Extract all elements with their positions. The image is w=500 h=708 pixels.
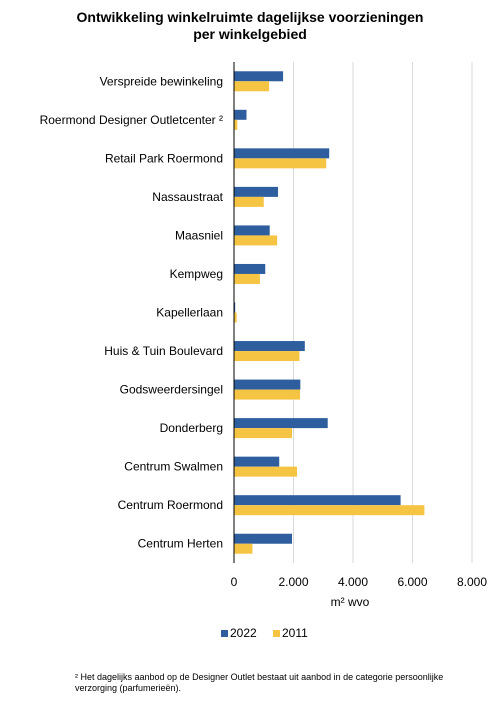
bar-2022 xyxy=(234,379,301,390)
category-label: Centrum Roermond xyxy=(118,498,223,512)
category-label: Maasniel xyxy=(175,228,223,242)
bar-2011 xyxy=(234,81,270,92)
bar-2022 xyxy=(234,533,293,544)
bar-2022 xyxy=(234,456,280,467)
bar-2022 xyxy=(234,186,279,197)
bar-2022 xyxy=(234,148,330,159)
legend-label-2022: 2022 xyxy=(230,626,257,640)
chart-title: Ontwikkeling winkelruimte dagelijkse voo… xyxy=(0,9,500,43)
category-label: Nassaustraat xyxy=(152,190,223,204)
bar-2022 xyxy=(234,225,270,236)
category-label: Roermond Designer Outletcenter ² xyxy=(40,113,223,127)
bar-2011 xyxy=(234,158,327,169)
category-label: Huis & Tuin Boulevard xyxy=(104,344,223,358)
chart-title-line-2: per winkelgebied xyxy=(193,26,307,42)
legend-label-2011: 2011 xyxy=(282,626,308,640)
category-label: Centrum Swalmen xyxy=(124,460,223,474)
category-label: Godsweerdersingel xyxy=(120,383,223,397)
bar-2022 xyxy=(234,302,236,313)
bar-2011 xyxy=(234,273,260,284)
bar-2022 xyxy=(234,495,401,506)
bar-2011 xyxy=(234,505,425,516)
category-label: Kapellerlaan xyxy=(156,306,223,320)
bar-2022 xyxy=(234,341,305,352)
bar-2022 xyxy=(234,71,284,82)
footnote: ² Het dagelijks aanbod op de Designer Ou… xyxy=(75,672,444,693)
x-tick-label: 6.000 xyxy=(397,575,427,589)
legend-swatch-2022 xyxy=(221,630,228,637)
x-tick-label: 4.000 xyxy=(338,575,368,589)
x-tick-label: 0 xyxy=(231,575,238,589)
x-axis-title: m² wvo xyxy=(331,595,370,609)
legend-swatch-2011 xyxy=(273,630,280,637)
bar-2011 xyxy=(234,196,264,207)
bar-2011 xyxy=(234,428,293,439)
category-label: Verspreide bewinkeling xyxy=(100,74,223,88)
bar-2011 xyxy=(234,235,278,246)
x-tick-label: 8.000 xyxy=(457,575,487,589)
chart-title-line-1: Ontwikkeling winkelruimte dagelijkse voo… xyxy=(76,9,424,25)
bar-2011 xyxy=(234,312,237,323)
bar-2022 xyxy=(234,109,247,120)
category-label: Centrum Herten xyxy=(138,537,223,551)
bar-2011 xyxy=(234,466,298,477)
bar-2011 xyxy=(234,543,253,554)
x-tick-label: 2.000 xyxy=(278,575,308,589)
bar-2011 xyxy=(234,119,238,130)
category-label: Donderberg xyxy=(160,421,223,435)
bar-2011 xyxy=(234,389,301,400)
category-label: Kempweg xyxy=(170,267,223,281)
bar-2022 xyxy=(234,263,266,274)
category-label: Retail Park Roermond xyxy=(105,151,223,165)
bar-2022 xyxy=(234,418,328,429)
bar-2011 xyxy=(234,351,300,362)
